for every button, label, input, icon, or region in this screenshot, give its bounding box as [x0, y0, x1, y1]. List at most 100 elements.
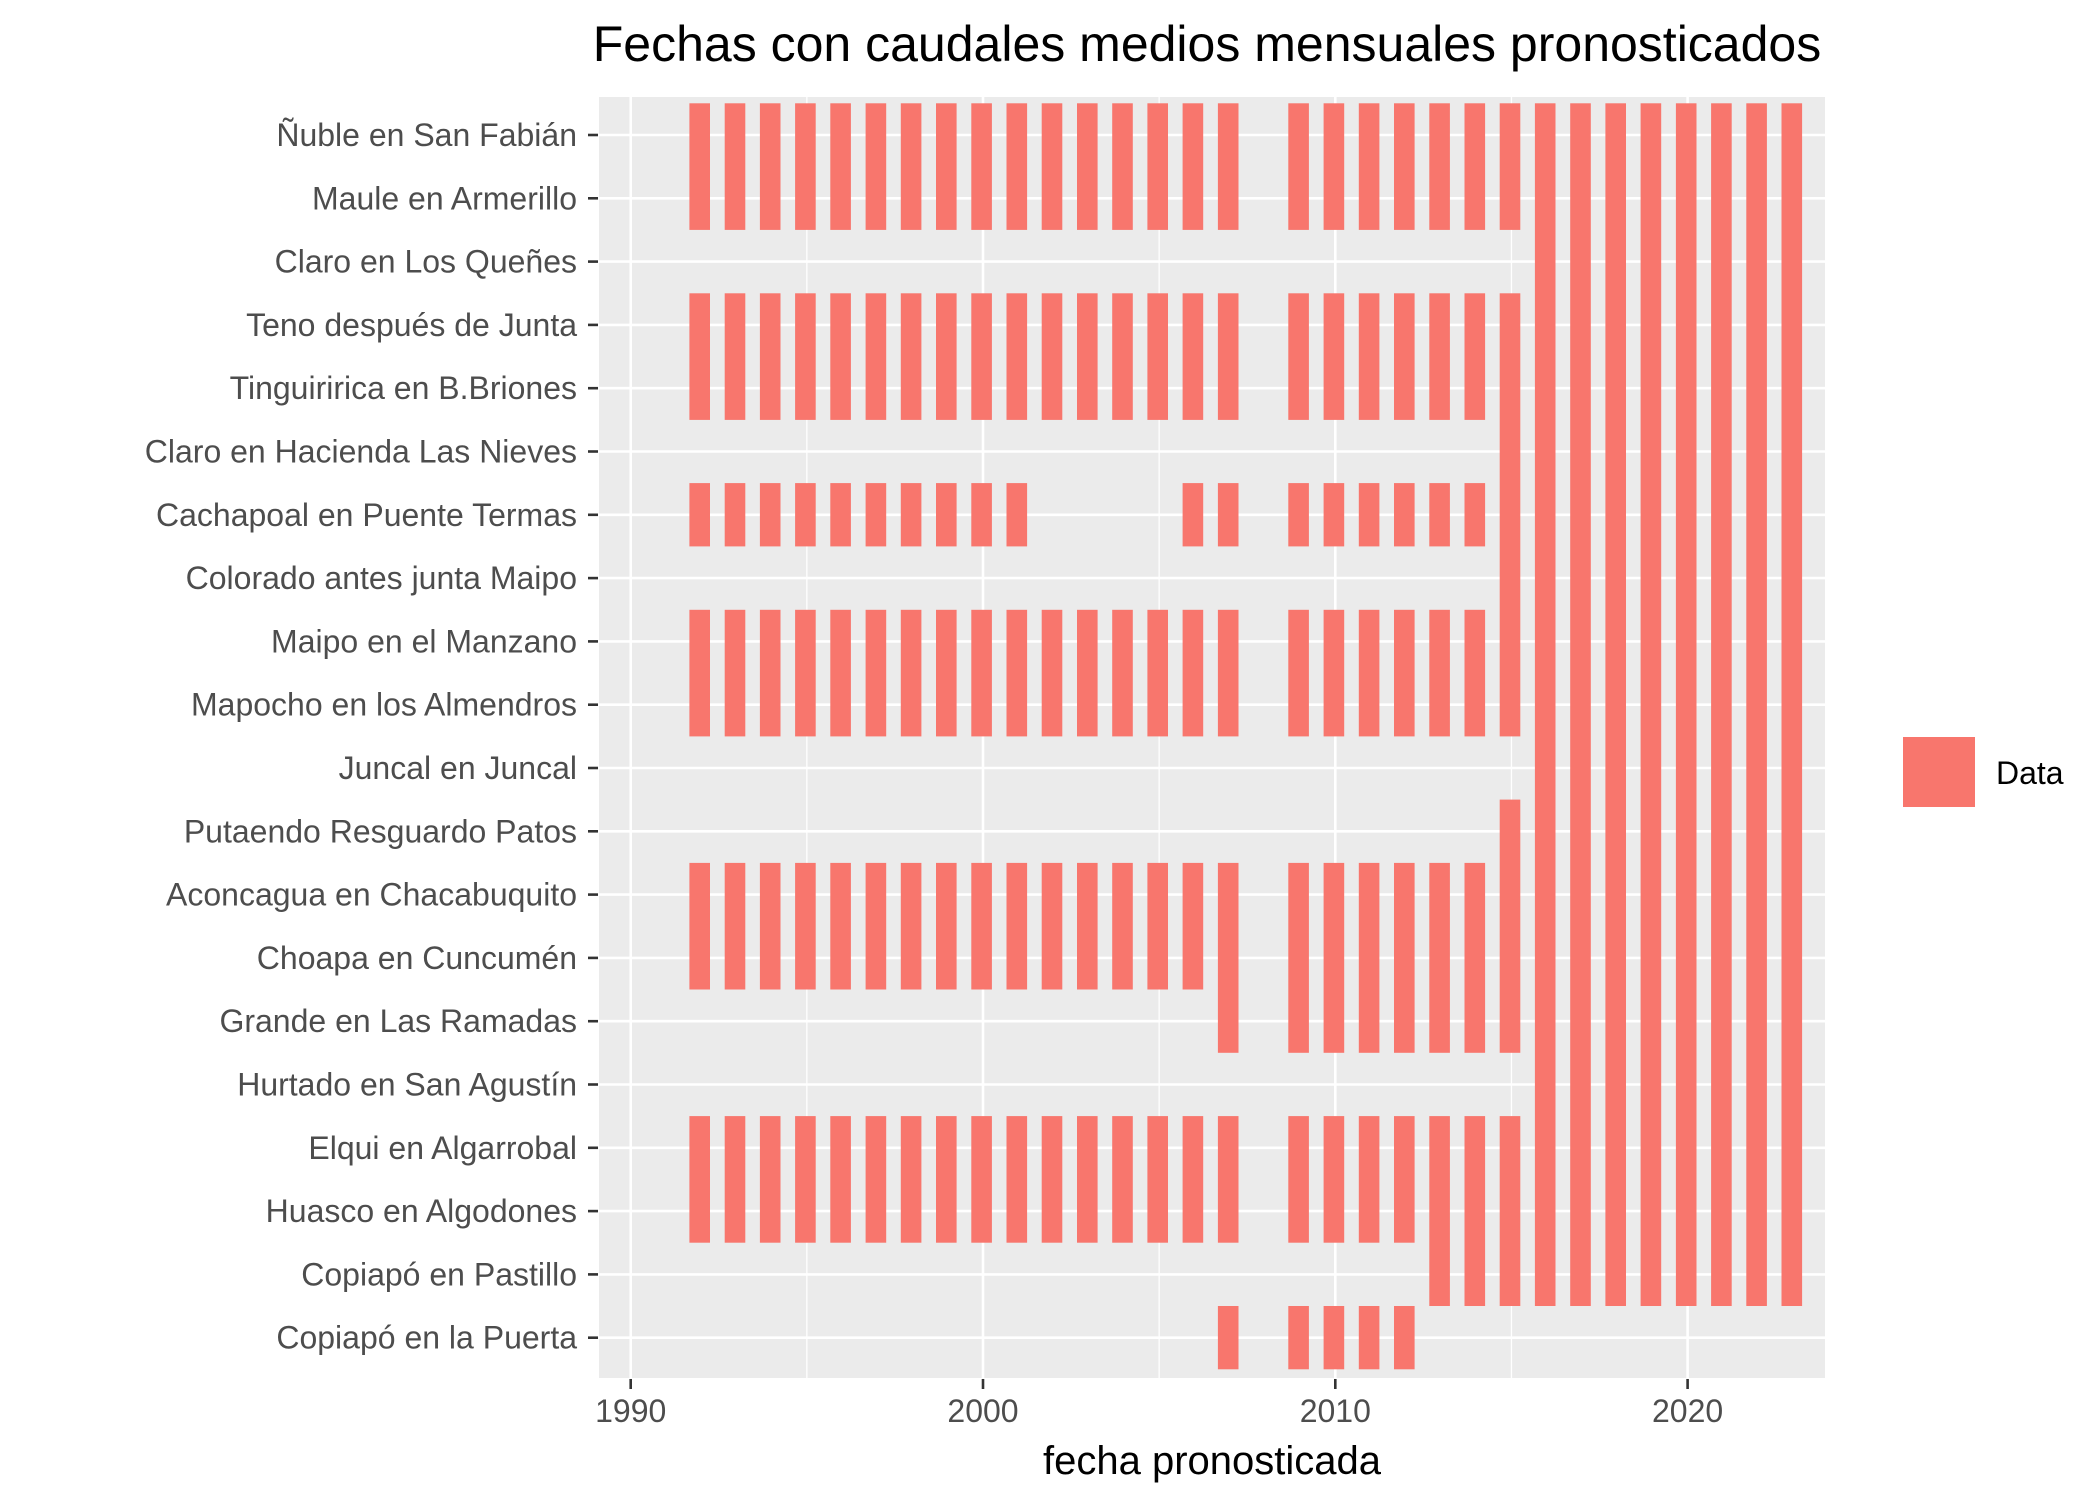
bar-segment — [1499, 103, 1521, 230]
y-tick-label: Colorado antes junta Maipo — [186, 560, 577, 596]
bar-segment — [1077, 1116, 1098, 1243]
x-tick-label: 2000 — [947, 1393, 1018, 1429]
bar-segment — [1323, 293, 1345, 420]
y-tick-label: Maule en Armerillo — [312, 180, 577, 216]
bar-segment — [1041, 1116, 1063, 1243]
bar-segment — [936, 862, 957, 990]
bar-segment — [795, 483, 816, 547]
bar-segment — [1077, 609, 1098, 737]
bar-segment — [900, 293, 922, 420]
bar-segment — [1006, 1116, 1028, 1243]
y-tick-label: Choapa en Cuncumén — [257, 940, 577, 976]
bar-segment — [1394, 609, 1415, 737]
bar-segment — [1746, 103, 1767, 1306]
bar-segment — [1288, 609, 1309, 737]
bar-segment — [759, 293, 781, 420]
bar-segment — [1217, 103, 1239, 230]
bar-segment — [1147, 103, 1168, 230]
bar-segment — [1217, 483, 1239, 547]
bar-segment — [1112, 293, 1133, 420]
bar-segment — [1217, 609, 1239, 737]
bar-segment — [1288, 1116, 1309, 1243]
bar-segment — [971, 293, 992, 420]
bar-segment — [1288, 103, 1309, 230]
bar-segment — [1288, 862, 1309, 1053]
bar-segment — [1182, 609, 1204, 737]
bars — [689, 103, 1803, 1370]
bar-segment — [1041, 103, 1063, 230]
legend: Data — [1903, 737, 2064, 807]
bar-segment — [1041, 862, 1063, 990]
bar-segment — [1147, 862, 1168, 990]
bar-segment — [865, 1116, 887, 1243]
bar-segment — [1394, 483, 1415, 547]
legend-label: Data — [1996, 755, 2064, 791]
bar-segment — [830, 1116, 851, 1243]
bar-segment — [1358, 103, 1380, 230]
bar-segment — [689, 293, 710, 420]
bar-segment — [971, 103, 992, 230]
bar-segment — [1394, 1116, 1415, 1243]
bar-segment — [936, 609, 957, 737]
bar-segment — [1323, 862, 1345, 1053]
bar-segment — [936, 483, 957, 547]
bar-segment — [865, 293, 887, 420]
bar-segment — [936, 293, 957, 420]
bar-segment — [1112, 1116, 1133, 1243]
bar-segment — [1112, 103, 1133, 230]
bar-segment — [830, 862, 851, 990]
bar-segment — [1288, 1306, 1309, 1370]
bar-segment — [1499, 293, 1521, 737]
bar-segment — [1112, 862, 1133, 990]
bar-segment — [900, 609, 922, 737]
bar-segment — [830, 293, 851, 420]
bar-segment — [1394, 293, 1415, 420]
bar-segment — [865, 609, 887, 737]
y-tick-label: Maipo en el Manzano — [271, 623, 577, 659]
bar-segment — [795, 862, 816, 990]
y-tick-label: Juncal en Juncal — [339, 750, 577, 786]
bar-segment — [1182, 862, 1204, 990]
bar-segment — [1464, 609, 1486, 737]
bar-segment — [1288, 483, 1309, 547]
bar-segment — [759, 609, 781, 737]
bar-segment — [865, 862, 887, 990]
bar-segment — [1041, 609, 1063, 737]
bar-segment — [1147, 293, 1168, 420]
bar-segment — [900, 103, 922, 230]
bar-segment — [1006, 483, 1028, 547]
bar-segment — [1605, 103, 1626, 1306]
bar-segment — [724, 1116, 746, 1243]
x-axis-label: fecha pronosticada — [1043, 1439, 1382, 1483]
bar-segment — [724, 609, 746, 737]
bar-segment — [1464, 293, 1486, 420]
x-axis: 1990 2000 2010 2020 — [595, 1379, 1723, 1429]
bar-segment — [1323, 609, 1345, 737]
bar-segment — [971, 1116, 992, 1243]
bar-segment — [1147, 1116, 1168, 1243]
y-tick-label: Mapocho en los Almendros — [191, 687, 577, 723]
bar-segment — [1217, 862, 1239, 1053]
legend-key — [1903, 737, 1975, 807]
bar-segment — [1217, 1116, 1239, 1243]
bar-segment — [1464, 483, 1486, 547]
bar-segment — [1077, 293, 1098, 420]
y-tick-label: Ñuble en San Fabián — [276, 117, 577, 153]
y-tick-label: Elqui en Algarrobal — [308, 1130, 577, 1166]
bar-segment — [1323, 483, 1345, 547]
bar-segment — [900, 1116, 922, 1243]
bar-segment — [1182, 293, 1204, 420]
chart-title: Fechas con caudales medios mensuales pro… — [593, 16, 1821, 72]
bar-segment — [795, 1116, 816, 1243]
bar-segment — [724, 293, 746, 420]
bar-segment — [936, 1116, 957, 1243]
bar-segment — [830, 103, 851, 230]
bar-segment — [1429, 293, 1450, 420]
bar-segment — [1288, 293, 1309, 420]
bar-segment — [689, 1116, 710, 1243]
bar-segment — [759, 1116, 781, 1243]
bar-segment — [689, 483, 710, 547]
bar-segment — [1006, 862, 1028, 990]
